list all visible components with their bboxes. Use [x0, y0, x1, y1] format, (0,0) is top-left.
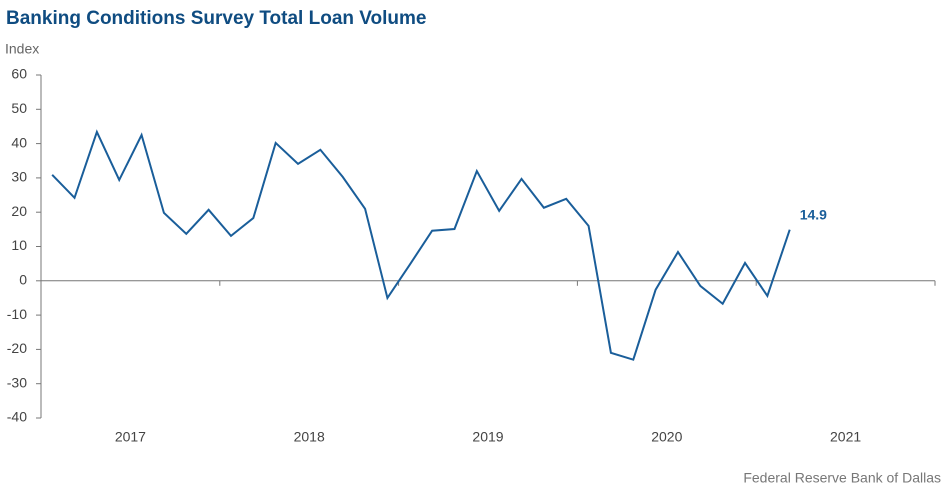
value-label: 14.9 — [800, 206, 827, 222]
y-tick-label: 60 — [11, 66, 27, 82]
y-tick-label: -10 — [7, 306, 27, 322]
y-tick-label: -30 — [7, 374, 27, 390]
chart-title: Banking Conditions Survey Total Loan Vol… — [6, 8, 427, 29]
y-axis-label: Index — [5, 41, 39, 57]
x-tick-label: 2021 — [830, 429, 861, 445]
source: Federal Reserve Bank of Dallas — [743, 470, 941, 486]
series-line — [51, 129, 791, 361]
y-tick-label: 10 — [11, 237, 27, 253]
y-tick-label: -40 — [7, 409, 27, 425]
y-tick-label: -20 — [7, 340, 27, 356]
y-tick-label: 40 — [11, 134, 27, 150]
y-tick-label: 20 — [11, 203, 27, 219]
x-tick-label: 2017 — [115, 429, 146, 445]
x-tick-label: 2020 — [651, 429, 682, 445]
x-tick-label: 2019 — [472, 429, 503, 445]
y-tick-label: 0 — [19, 272, 27, 288]
y-tick-label: 50 — [11, 100, 27, 116]
y-tick-label: 30 — [11, 169, 27, 185]
x-tick-label: 2018 — [294, 429, 325, 445]
